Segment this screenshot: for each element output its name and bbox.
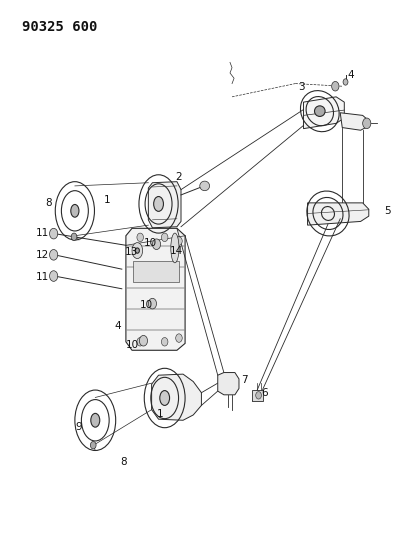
Circle shape — [50, 249, 58, 260]
Circle shape — [139, 335, 148, 346]
Text: 11: 11 — [36, 272, 49, 282]
Ellipse shape — [91, 414, 100, 427]
Circle shape — [50, 271, 58, 281]
Circle shape — [162, 233, 168, 241]
Circle shape — [152, 239, 161, 249]
Text: 4: 4 — [114, 321, 121, 331]
Text: 7: 7 — [241, 375, 247, 385]
Text: 10: 10 — [140, 300, 153, 310]
Text: 10: 10 — [125, 340, 139, 350]
Ellipse shape — [154, 197, 164, 212]
Text: 1: 1 — [104, 195, 111, 205]
Text: 12: 12 — [36, 250, 49, 260]
Text: 9: 9 — [76, 422, 82, 432]
Text: 2: 2 — [175, 172, 182, 182]
Text: 11: 11 — [36, 228, 49, 238]
Polygon shape — [148, 182, 181, 228]
Text: 1: 1 — [157, 409, 164, 419]
Text: 8: 8 — [120, 457, 127, 466]
Polygon shape — [307, 203, 369, 225]
Circle shape — [162, 337, 168, 346]
Circle shape — [50, 228, 58, 239]
Text: 14: 14 — [170, 246, 184, 256]
Circle shape — [256, 392, 261, 399]
Text: 10: 10 — [144, 238, 157, 248]
Polygon shape — [303, 97, 344, 128]
Polygon shape — [133, 261, 179, 282]
Text: 6: 6 — [261, 387, 268, 398]
Ellipse shape — [160, 391, 170, 406]
Circle shape — [363, 118, 371, 128]
Circle shape — [175, 237, 182, 245]
Ellipse shape — [132, 243, 143, 259]
Text: 5: 5 — [384, 206, 390, 216]
Text: 13: 13 — [125, 247, 138, 257]
Circle shape — [332, 82, 339, 91]
Circle shape — [175, 334, 182, 342]
Text: 90325 600: 90325 600 — [22, 20, 97, 34]
Circle shape — [137, 233, 143, 241]
Ellipse shape — [71, 205, 79, 217]
Ellipse shape — [171, 233, 179, 263]
Polygon shape — [218, 373, 239, 395]
Polygon shape — [252, 390, 263, 401]
Polygon shape — [126, 228, 185, 350]
Circle shape — [343, 79, 348, 85]
Polygon shape — [152, 374, 201, 420]
Text: 3: 3 — [298, 82, 305, 92]
Polygon shape — [340, 113, 369, 130]
Ellipse shape — [314, 106, 325, 116]
Circle shape — [90, 441, 96, 449]
Circle shape — [135, 248, 139, 253]
Circle shape — [71, 233, 77, 240]
Text: 4: 4 — [347, 70, 354, 79]
Text: 8: 8 — [45, 198, 52, 208]
Ellipse shape — [200, 181, 210, 191]
Circle shape — [148, 298, 157, 309]
Circle shape — [137, 337, 143, 346]
